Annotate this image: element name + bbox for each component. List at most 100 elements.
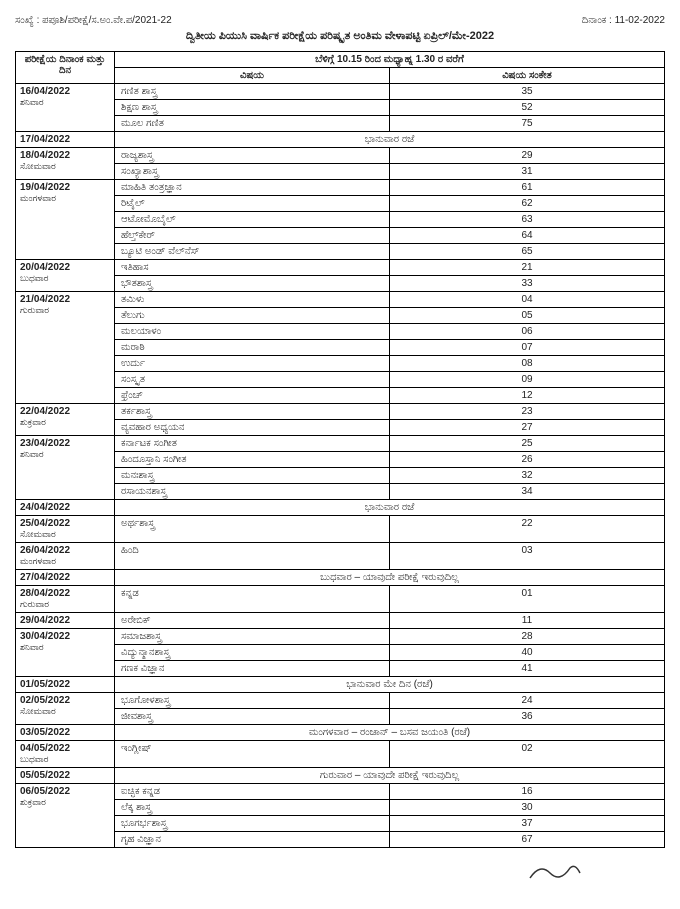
code-cell: 26 [390,452,665,468]
code-cell: 03 [390,543,665,570]
subject-cell: ಅರೇಬಿಕ್ [115,613,390,629]
date-cell: 23/04/2022ಶನಿವಾರ [16,436,115,500]
code-cell: 05 [390,308,665,324]
holiday-note: ಬುಧವಾರ – ಯಾವುದೇ ಪರೀಕ್ಷೆ ಇರುವುದಿಲ್ಲ [115,570,665,586]
code-cell: 23 [390,404,665,420]
header-left: ಸಂಖ್ಯೆ : ಪಪೂಶಿ/ಪರೀಕ್ಷೆ/ಸ.ಅಂ.ವೇ.ಪ/2021-22 [15,15,172,26]
subject-cell: ಭೂಗೋಳಶಾಸ್ತ್ರ [115,693,390,709]
date-cell: 28/04/2022ಗುರುವಾರ [16,586,115,613]
holiday-note: ಭಾನುವಾರ ರಜೆ [115,500,665,516]
subject-cell: ರಸಾಯನಶಾಸ್ತ್ರ [115,484,390,500]
date-cell: 19/04/2022ಮಂಗಳವಾರ [16,180,115,260]
col-code-header: ವಿಷಯ ಸಂಕೇತ [390,68,665,84]
subject-cell: ಕನ್ನಡ [115,586,390,613]
subject-cell: ಹಿಂದೂಸ್ತಾನಿ ಸಂಗೀತ [115,452,390,468]
col-date-header: ಪರೀಕ್ಷೆಯ ದಿನಾಂಕ ಮತ್ತು ದಿನ [16,52,115,84]
date-cell: 27/04/2022 [16,570,115,586]
code-cell: 08 [390,356,665,372]
signature-icon [525,858,585,883]
subject-cell: ಫ್ರೆಂಚ್ [115,388,390,404]
date-cell: 03/05/2022 [16,725,115,741]
subject-cell: ಬ್ಯೂಟಿ ಅಂಡ್ ವೆಲ್‌ನೆಸ್ [115,244,390,260]
subject-cell: ಗಣಿತ ಶಾಸ್ತ್ರ [115,84,390,100]
date-cell: 30/04/2022ಶನಿವಾರ [16,629,115,677]
code-cell: 07 [390,340,665,356]
subject-cell: ಇತಿಹಾಸ [115,260,390,276]
code-cell: 35 [390,84,665,100]
code-cell: 30 [390,800,665,816]
subject-cell: ಸಂಸ್ಕೃತ [115,372,390,388]
code-cell: 63 [390,212,665,228]
holiday-note: ಗುರುವಾರ – ಯಾವುದೇ ಪರೀಕ್ಷೆ ಇರುವುದಿಲ್ಲ [115,768,665,784]
code-cell: 67 [390,832,665,848]
subject-cell: ಜೀವಶಾಸ್ತ್ರ [115,709,390,725]
date-cell: 05/05/2022 [16,768,115,784]
code-cell: 04 [390,292,665,308]
subject-cell: ಶಿಕ್ಷಣ ಶಾಸ್ತ್ರ [115,100,390,116]
date-cell: 06/05/2022ಶುಕ್ರವಾರ [16,784,115,848]
holiday-note: ಭಾನುವಾರ ರಜೆ [115,132,665,148]
subject-cell: ಮನಃಶಾಸ್ತ್ರ [115,468,390,484]
subject-cell: ಇಂಗ್ಲೀಷ್ [115,741,390,768]
code-cell: 11 [390,613,665,629]
signature-area [15,858,665,886]
subject-cell: ಮರಾಠಿ [115,340,390,356]
subject-cell: ವ್ಯವಹಾರ ಅಧ್ಯಯನ [115,420,390,436]
code-cell: 09 [390,372,665,388]
code-cell: 64 [390,228,665,244]
date-cell: 22/04/2022ಶುಕ್ರವಾರ [16,404,115,436]
code-cell: 33 [390,276,665,292]
date-cell: 16/04/2022ಶನಿವಾರ [16,84,115,132]
code-cell: 12 [390,388,665,404]
code-cell: 40 [390,645,665,661]
subject-cell: ಲೆಕ್ಕ ಶಾಸ್ತ್ರ [115,800,390,816]
subject-cell: ತೆಲುಗು [115,308,390,324]
subject-cell: ಆಟೋಮೊಬೈಲ್ [115,212,390,228]
subject-cell: ವಿದ್ಯುನ್ಮಾನಶಾಸ್ತ್ರ [115,645,390,661]
code-cell: 36 [390,709,665,725]
subject-cell: ತಮಿಳು [115,292,390,308]
subject-cell: ಸಮಾಜಶಾಸ್ತ್ರ [115,629,390,645]
subject-cell: ಕರ್ನಾಟಕ ಸಂಗೀತ [115,436,390,452]
subject-cell: ಅರ್ಥಶಾಸ್ತ್ರ [115,516,390,543]
date-cell: 04/05/2022ಬುಧವಾರ [16,741,115,768]
subject-cell: ಮಾಹಿತಿ ತಂತ್ರಜ್ಞಾನ [115,180,390,196]
subject-cell: ಭೂಗರ್ಭಶಾಸ್ತ್ರ [115,816,390,832]
date-cell: 18/04/2022ಸೋಮವಾರ [16,148,115,180]
code-cell: 52 [390,100,665,116]
date-cell: 21/04/2022ಗುರುವಾರ [16,292,115,404]
code-cell: 21 [390,260,665,276]
code-cell: 24 [390,693,665,709]
date-cell: 01/05/2022 [16,677,115,693]
header-right: ದಿನಾಂಕ : 11-02-2022 [582,15,665,26]
code-cell: 41 [390,661,665,677]
subject-cell: ರಿಟೈಲ್ [115,196,390,212]
code-cell: 31 [390,164,665,180]
subject-cell: ಗೃಹ ವಿಜ್ಞಾನ [115,832,390,848]
code-cell: 34 [390,484,665,500]
subject-cell: ತರ್ಕಶಾಸ್ತ್ರ [115,404,390,420]
code-cell: 37 [390,816,665,832]
holiday-note: ಭಾನುವಾರ ಮೇ ದಿನ (ರಜೆ) [115,677,665,693]
col-subject-header: ವಿಷಯ [115,68,390,84]
code-cell: 27 [390,420,665,436]
code-cell: 65 [390,244,665,260]
date-cell: 26/04/2022ಮಂಗಳವಾರ [16,543,115,570]
page-title: ದ್ವಿತೀಯ ಪಿಯುಸಿ ವಾರ್ಷಿಕ ಪರೀಕ್ಷೆಯ ಪರಿಷ್ಕೃತ… [15,30,665,43]
subject-cell: ಮಲಯಾಳಂ [115,324,390,340]
subject-cell: ಹೆಲ್ತ್‌ಕೇರ್ [115,228,390,244]
code-cell: 32 [390,468,665,484]
code-cell: 62 [390,196,665,212]
subject-cell: ಹಿಂದಿ [115,543,390,570]
code-cell: 28 [390,629,665,645]
subject-cell: ಮೂಲ ಗಣಿತ [115,116,390,132]
subject-cell: ರಾಜ್ಯಶಾಸ್ತ್ರ [115,148,390,164]
code-cell: 61 [390,180,665,196]
date-cell: 24/04/2022 [16,500,115,516]
holiday-note: ಮಂಗಳವಾರ – ರಂಜಾನ್ – ಬಸವ ಜಯಂತಿ (ರಜೆ) [115,725,665,741]
code-cell: 75 [390,116,665,132]
subject-cell: ಉರ್ದು [115,356,390,372]
code-cell: 02 [390,741,665,768]
code-cell: 22 [390,516,665,543]
subject-cell: ಗಣಕ ವಿಜ್ಞಾನ [115,661,390,677]
